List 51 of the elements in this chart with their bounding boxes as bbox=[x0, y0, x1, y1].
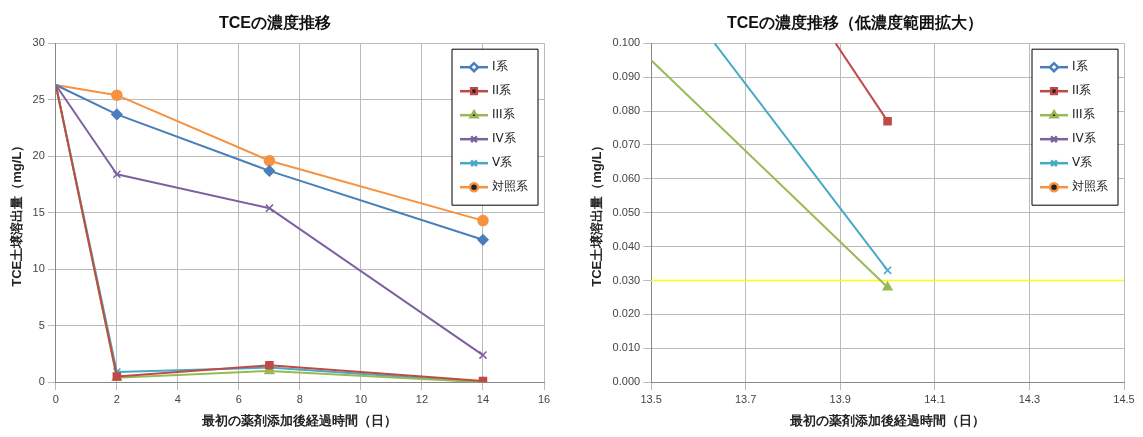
y-tick-label: 25 bbox=[32, 92, 45, 105]
y-tick-label: 0.040 bbox=[612, 239, 641, 252]
legend-label: V系 bbox=[1072, 155, 1093, 170]
x-tick-label: 16 bbox=[537, 392, 551, 405]
legend-label: II系 bbox=[1072, 83, 1092, 98]
legend-label: III系 bbox=[1072, 107, 1095, 122]
x-tick-label: 13.7 bbox=[734, 392, 757, 405]
x-tick-label: 13.9 bbox=[829, 392, 851, 405]
y-tick-label: 0.100 bbox=[612, 36, 641, 49]
y-tick-label: 0 bbox=[38, 375, 45, 388]
y-tick-label: 0.070 bbox=[612, 137, 641, 150]
y-tick-label: 0.020 bbox=[612, 307, 641, 320]
y-tick-label: 0.050 bbox=[612, 205, 641, 218]
x-tick-label: 4 bbox=[174, 392, 181, 405]
y-tick-label: 0.000 bbox=[612, 375, 641, 388]
legend-label: IV系 bbox=[492, 131, 516, 146]
x-tick-label: 14.3 bbox=[1018, 392, 1041, 405]
legend-label: 対照系 bbox=[492, 179, 528, 194]
y-tick-label: 20 bbox=[32, 149, 45, 162]
y-tick-label: 0.010 bbox=[612, 341, 641, 354]
y-tick-label: 0.030 bbox=[612, 273, 641, 286]
y-tick-label: 5 bbox=[38, 318, 45, 331]
y-tick-label: 30 bbox=[32, 36, 45, 49]
y-tick-label: 0.080 bbox=[612, 104, 641, 117]
x-tick-label: 6 bbox=[235, 392, 242, 405]
legend-label: IV系 bbox=[1072, 131, 1096, 146]
x-axis-title: 最初の薬剤添加後経過時間（日） bbox=[789, 412, 986, 428]
x-axis-title: 最初の薬剤添加後経過時間（日） bbox=[201, 412, 398, 428]
chart-title: TCEの濃度推移 bbox=[219, 13, 331, 32]
x-tick-label: 13.5 bbox=[640, 392, 662, 405]
y-tick-label: 10 bbox=[32, 262, 45, 275]
y-tick-label: 15 bbox=[32, 205, 45, 218]
x-tick-label: 14.1 bbox=[924, 392, 946, 405]
x-tick-label: 8 bbox=[296, 392, 303, 405]
x-tick-label: 0 bbox=[52, 392, 59, 405]
x-tick-label: 2 bbox=[113, 392, 120, 405]
y-tick-label: 0.090 bbox=[612, 70, 641, 83]
legend-label: I系 bbox=[492, 59, 508, 74]
legend-label: II系 bbox=[492, 83, 512, 98]
x-tick-label: 12 bbox=[415, 392, 429, 405]
y-axis-title: TCE土壌溶出量（mg/L） bbox=[589, 138, 605, 287]
x-tick-label: 14.5 bbox=[1113, 392, 1135, 405]
legend-label: V系 bbox=[492, 155, 513, 170]
legend-label: 対照系 bbox=[1072, 179, 1108, 194]
chart-title: TCEの濃度推移（低濃度範囲拡大） bbox=[727, 13, 983, 33]
legend-label: I系 bbox=[1072, 59, 1088, 74]
x-tick-label: 10 bbox=[354, 392, 368, 405]
legend-label: III系 bbox=[492, 107, 515, 122]
x-tick-label: 14 bbox=[476, 392, 490, 405]
y-tick-label: 0.060 bbox=[612, 171, 641, 184]
y-axis-title: TCE土壌溶出量（mg/L） bbox=[9, 138, 25, 287]
